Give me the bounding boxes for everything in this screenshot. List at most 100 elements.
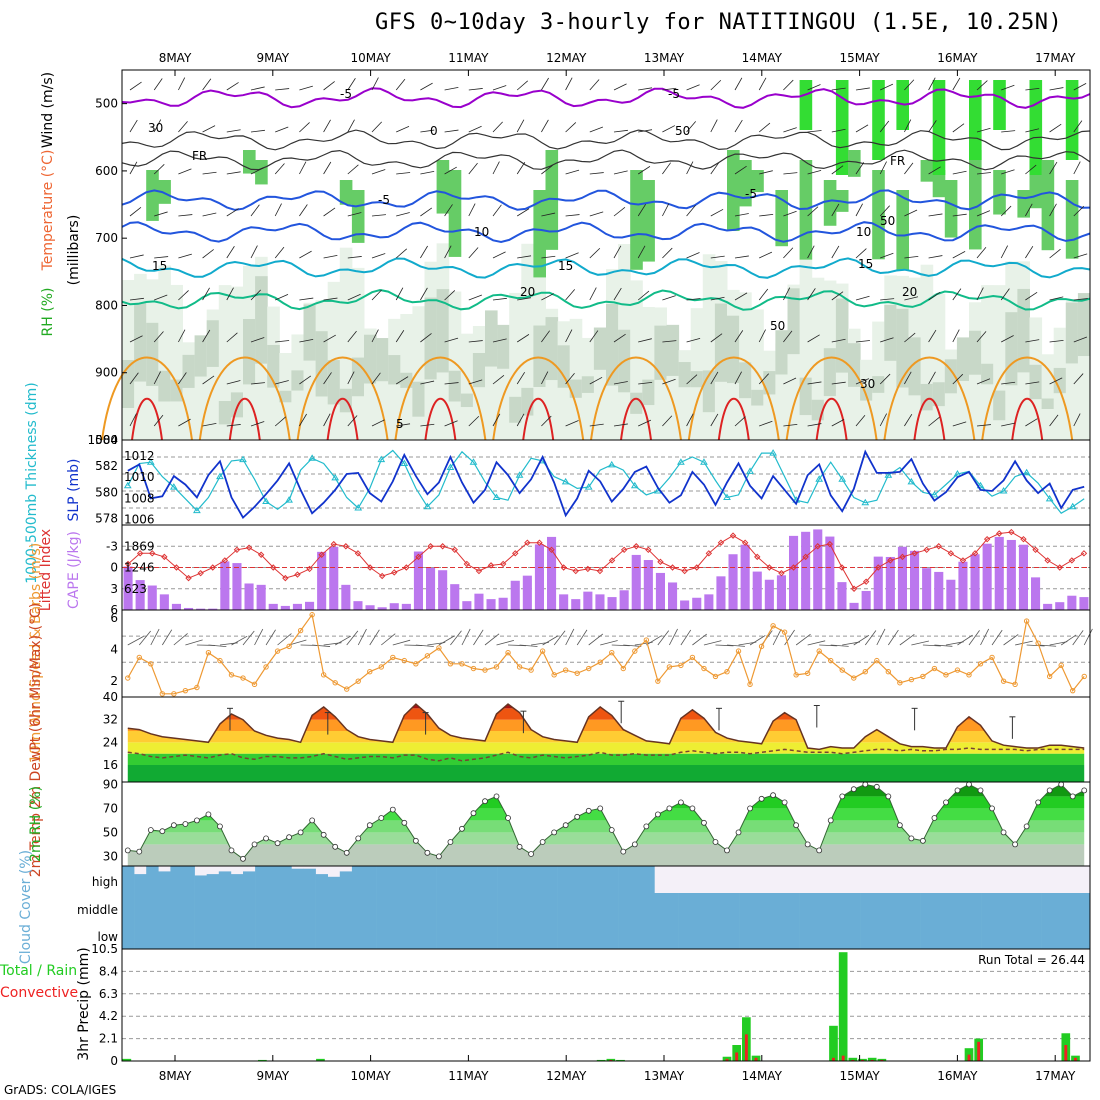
wind-barb — [1000, 245, 1009, 259]
cloud-bar — [230, 874, 244, 893]
li-point — [729, 532, 737, 539]
cape-bar — [970, 554, 980, 610]
wind-speed-point — [551, 672, 557, 678]
li-point — [124, 560, 132, 568]
wind-barb — [516, 162, 526, 175]
li-point — [717, 539, 725, 546]
cloud-bar — [364, 921, 377, 949]
slp-tick-label: 1012 — [124, 449, 155, 463]
thickness-point — [354, 504, 363, 511]
cape-bar — [1031, 577, 1041, 610]
temp-contour-30 — [620, 397, 652, 441]
run-total-label: Run Total = 26.44 — [978, 953, 1085, 967]
wind-barb — [831, 381, 846, 385]
precip-conv-bar — [870, 1059, 874, 1061]
wind-barb — [565, 420, 579, 427]
cape-bar — [1055, 602, 1065, 610]
contour-label: 15 — [152, 259, 167, 273]
li-point — [911, 550, 918, 557]
li-tick-label: 3 — [110, 582, 118, 596]
cape-bar — [377, 607, 387, 610]
wind-barb — [274, 416, 287, 427]
wind-barb — [492, 85, 507, 91]
rh-point — [966, 781, 972, 788]
rh-mid-band — [1065, 302, 1079, 364]
temp-contour-25 — [492, 356, 585, 441]
cape-bar — [450, 584, 460, 610]
li-point — [996, 530, 1003, 537]
wind-barb — [783, 423, 798, 427]
wind-barb — [323, 334, 336, 343]
thickness-point — [400, 459, 409, 467]
wind-barb — [589, 172, 604, 175]
wind-barb-10m — [438, 635, 455, 646]
wind-barb — [420, 333, 432, 343]
rh-bright-band — [969, 80, 982, 160]
thickness-point — [677, 458, 685, 465]
rh-point — [896, 822, 903, 829]
cloud-bar — [823, 893, 837, 921]
wind-barb — [879, 413, 888, 427]
rh-point — [747, 805, 753, 812]
wind-barb — [323, 413, 331, 427]
wind-barb — [662, 340, 677, 343]
wind-barb-10m — [876, 628, 886, 646]
wind-barb — [396, 423, 411, 427]
rh-green-band — [255, 160, 268, 185]
wind-barb — [492, 121, 503, 133]
cloud-bar — [739, 921, 752, 949]
cloud-bar — [630, 921, 643, 949]
cape-bar — [389, 603, 399, 610]
contour-label: 50 — [675, 124, 690, 138]
wind-barb — [928, 166, 941, 175]
wind-barb-10m — [576, 629, 588, 646]
wind-barb-10m — [461, 628, 471, 646]
cloud-bar — [436, 893, 449, 921]
cloud-bar — [545, 866, 558, 893]
rh-light-band — [920, 264, 934, 440]
cloud-bar — [230, 921, 244, 949]
wind-barb — [250, 337, 265, 343]
rh-point — [263, 835, 269, 842]
wind-axis-label: 10m Wind Speed & Barbs (m/s) — [28, 543, 44, 763]
wind-barb — [371, 329, 379, 343]
cape-bar — [631, 554, 641, 610]
cloud-bar — [267, 921, 280, 949]
rh-point — [666, 805, 673, 812]
wind-barb — [807, 130, 822, 133]
wind-speed-point — [954, 667, 961, 673]
wind-barb — [129, 297, 144, 301]
rh-bright-band — [835, 80, 849, 175]
li-point — [826, 540, 834, 548]
cape-bar — [256, 584, 266, 610]
li-point — [451, 546, 458, 553]
wind-barb — [250, 245, 258, 259]
rh-green-band — [642, 180, 655, 262]
thickness-point — [953, 470, 962, 477]
wind-barb — [299, 338, 314, 343]
cloud-bar — [485, 893, 498, 921]
li-tick-label: -3 — [106, 539, 118, 553]
cloud-axis-label: Cloud Cover (%) — [18, 850, 34, 964]
rh-point — [274, 840, 281, 847]
wind-barb — [613, 423, 628, 427]
wind-barb — [129, 372, 139, 385]
precip-conv-bar — [841, 1055, 845, 1061]
wind-barb — [807, 245, 815, 259]
cloud-bar — [497, 866, 510, 893]
temp-contour-30 — [424, 397, 457, 441]
wind-speed-point — [320, 672, 327, 678]
cape-bar — [583, 591, 593, 610]
wind-barb — [178, 77, 186, 91]
rh-point — [320, 831, 327, 838]
cloud-bar — [194, 875, 207, 893]
cape-bar — [1043, 603, 1053, 610]
cloud-bar — [751, 893, 764, 921]
date-label-top: 9MAY — [256, 51, 289, 65]
wind-barb — [395, 248, 408, 259]
wind-barb-10m — [288, 639, 307, 646]
cloud-bar — [339, 921, 353, 949]
cloud-bar — [327, 893, 341, 921]
wind-barb — [589, 330, 599, 343]
cape-bar — [462, 601, 472, 610]
